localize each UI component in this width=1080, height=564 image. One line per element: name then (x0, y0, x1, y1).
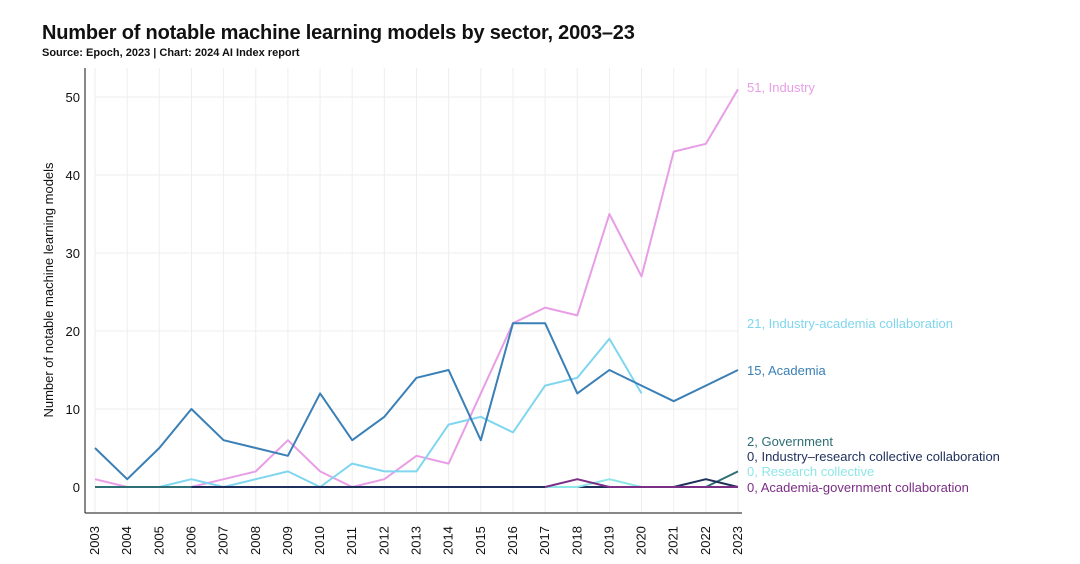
series-end-label: 21, Industry-academia collaboration (747, 316, 953, 331)
x-tick-label: 2009 (280, 526, 295, 555)
x-tick-label: 2023 (730, 526, 745, 555)
series-lines (94, 88, 739, 488)
series-end-label: 0, Research collective (747, 464, 874, 479)
axes: 0 10 20 30 40 50 2003 2004 2005 2006 2007 2008 2009 2… (41, 68, 745, 555)
y-tick-label: 10 (66, 402, 80, 417)
x-tick-label: 2022 (698, 526, 713, 555)
x-tick-label: 2018 (569, 526, 584, 555)
x-tick-label: 2011 (344, 527, 359, 555)
series-end-label: 2, Government (747, 434, 833, 449)
x-tick-label: 2016 (505, 526, 520, 555)
x-tick-label: 2015 (473, 526, 488, 555)
x-tick-label: 2012 (376, 526, 391, 555)
x-tick-label: 2007 (216, 526, 231, 555)
series-end-label: 0, Academia-government collaboration (747, 480, 969, 495)
chart-subtitle: Source: Epoch, 2023 | Chart: 2024 AI Ind… (42, 47, 300, 59)
y-tick-label: 0 (73, 480, 80, 495)
series-line-academia (94, 322, 739, 481)
x-tick-label: 2003 (87, 526, 102, 555)
x-tick-label: 2005 (151, 526, 166, 555)
x-tick-label: 2006 (183, 526, 198, 555)
series-end-label: 15, Academia (747, 363, 827, 378)
series-end-label: 51, Industry (747, 80, 815, 95)
series-line-industry (94, 88, 739, 488)
x-tick-label: 2010 (312, 526, 327, 555)
y-axis-title: Number of notable machine learning model… (41, 162, 56, 418)
x-tick-label: 2004 (119, 526, 134, 555)
x-tick-label: 2013 (409, 526, 424, 555)
x-tick-label: 2021 (666, 526, 681, 555)
x-tick-label: 2008 (248, 526, 263, 555)
y-tick-label: 20 (66, 324, 80, 339)
y-tick-label: 30 (66, 246, 80, 261)
series-line-academia-government-collaboration (544, 478, 738, 488)
x-tick-label: 2019 (601, 526, 616, 555)
series-labels: 51, Industry 21, Industry-academia collab… (747, 80, 1000, 495)
x-tick-label: 2014 (441, 526, 456, 555)
y-tick-label: 40 (66, 168, 80, 183)
grid (94, 68, 739, 513)
x-tick-label: 2020 (634, 526, 649, 555)
x-tick-label: 2017 (537, 526, 552, 555)
chart-title: Number of notable machine learning model… (42, 22, 635, 44)
y-tick-label: 50 (66, 90, 80, 105)
series-line-industry-research-collective-collaboration (191, 478, 739, 488)
series-end-label: 0, Industry–research collective collabor… (747, 449, 1000, 464)
